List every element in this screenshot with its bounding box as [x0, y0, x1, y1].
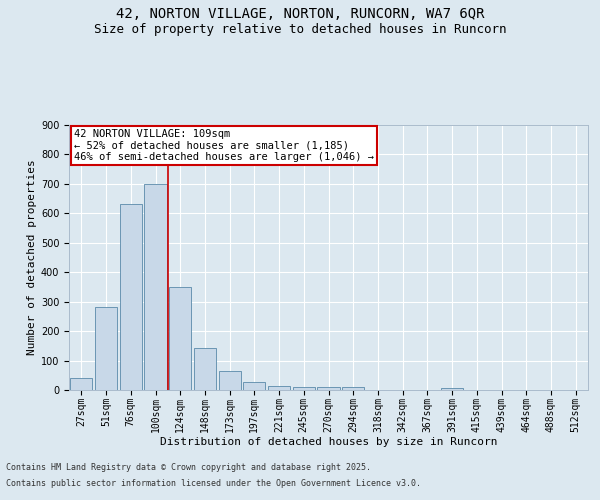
Bar [218, 371, 241, 390]
Bar [119, 204, 142, 390]
Bar [169, 287, 191, 390]
Text: Size of property relative to detached houses in Runcorn: Size of property relative to detached ho… [94, 22, 506, 36]
Bar [145, 184, 167, 390]
Text: 42, NORTON VILLAGE, NORTON, RUNCORN, WA7 6QR: 42, NORTON VILLAGE, NORTON, RUNCORN, WA7… [116, 8, 484, 22]
Bar [293, 387, 315, 390]
Y-axis label: Number of detached properties: Number of detached properties [26, 160, 37, 356]
Bar [317, 387, 340, 390]
Bar [342, 387, 364, 390]
Text: Contains HM Land Registry data © Crown copyright and database right 2025.: Contains HM Land Registry data © Crown c… [6, 464, 371, 472]
Bar [194, 348, 216, 390]
Text: Contains public sector information licensed under the Open Government Licence v3: Contains public sector information licen… [6, 478, 421, 488]
Bar [95, 306, 117, 390]
Bar [243, 382, 265, 390]
Bar [70, 378, 92, 390]
X-axis label: Distribution of detached houses by size in Runcorn: Distribution of detached houses by size … [160, 437, 497, 447]
Text: 42 NORTON VILLAGE: 109sqm
← 52% of detached houses are smaller (1,185)
46% of se: 42 NORTON VILLAGE: 109sqm ← 52% of detac… [74, 129, 374, 162]
Bar [268, 386, 290, 390]
Bar [441, 388, 463, 390]
